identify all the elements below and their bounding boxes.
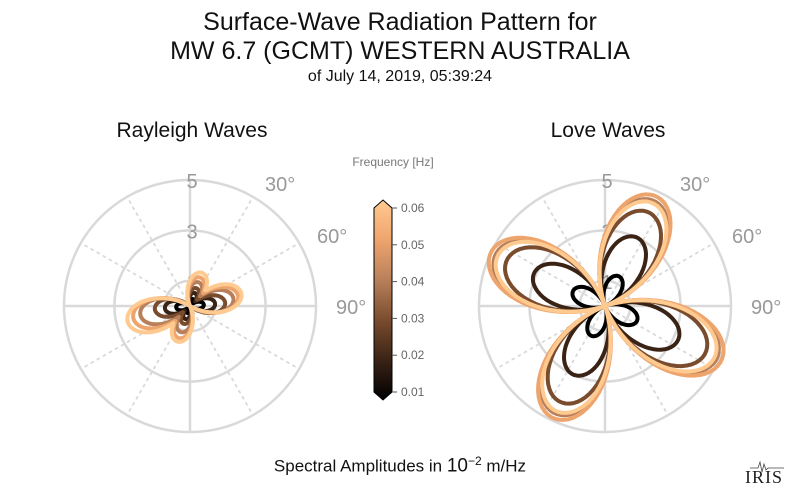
amplitude-units-caption: Spectral Amplitudes in 10−2 m/Hz bbox=[0, 454, 800, 478]
frequency-colorbar: Frequency [Hz] 0.06 0.05 0.04 0.03 0.02 0.01 bbox=[352, 155, 434, 401]
iris-logo-text: IRIS bbox=[745, 467, 784, 487]
angle-tick-label: 30° bbox=[265, 174, 295, 196]
angle-tick-label: 30° bbox=[680, 174, 710, 196]
love-panel-title: Love Waves bbox=[550, 119, 666, 142]
chart-subtitle: of July 14, 2019, 05:39:24 bbox=[307, 68, 493, 85]
polar-spoke-dotted bbox=[189, 305, 301, 370]
colorbar-tick-label: 0.03 bbox=[401, 311, 425, 325]
radial-tick-label: 3 bbox=[186, 221, 197, 243]
angle-tick-label: 90° bbox=[336, 297, 366, 319]
iris-logo: IRIS bbox=[744, 458, 790, 488]
colorbar-tick-label: 0.06 bbox=[401, 201, 425, 215]
caption-prefix: Spectral Amplitudes in bbox=[273, 456, 447, 476]
angle-tick-label: 60° bbox=[317, 226, 347, 248]
caption-suffix: m/Hz bbox=[481, 456, 527, 476]
polar-spoke-dotted bbox=[604, 195, 669, 307]
pattern-series-0.06 bbox=[493, 199, 719, 415]
rayleigh-panel-title: Rayleigh Waves bbox=[116, 119, 268, 142]
polar-spoke-dotted bbox=[189, 305, 254, 417]
colorbar-body bbox=[373, 199, 393, 401]
iris-logo-mark bbox=[750, 460, 784, 473]
colorbar-label: Frequency [Hz] bbox=[352, 155, 433, 169]
angle-tick-label: 60° bbox=[732, 226, 762, 248]
chart-title-line1: Surface-Wave Radiation Pattern for bbox=[203, 8, 597, 36]
angle-tick-label: 90° bbox=[751, 297, 781, 319]
colorbar-tick-label: 0.01 bbox=[401, 385, 425, 399]
polar-spoke-dotted bbox=[126, 195, 191, 307]
polar-spoke-dotted bbox=[604, 305, 716, 370]
colorbar-tick-label: 0.02 bbox=[401, 348, 425, 362]
polar-spoke-dotted bbox=[126, 305, 191, 417]
pattern-series-0.06 bbox=[125, 270, 244, 344]
chart-title-line2: MW 6.7 (GCMT) WESTERN AUSTRALIA bbox=[170, 37, 630, 65]
love-polar-plot: 135 30°60°90° bbox=[477, 171, 781, 434]
caption-exponent: −2 bbox=[467, 454, 482, 468]
colorbar-tick-label: 0.05 bbox=[401, 238, 425, 252]
polar-spoke-dotted bbox=[79, 242, 191, 307]
colorbar-tick-label: 0.04 bbox=[401, 275, 425, 289]
radial-tick-label: 5 bbox=[601, 171, 612, 193]
radial-tick-label: 5 bbox=[186, 171, 197, 193]
title-block: Surface-Wave Radiation Pattern for MW 6.… bbox=[0, 8, 800, 88]
caption-base: 10 bbox=[446, 455, 468, 477]
rayleigh-polar-plot: 135 30°60°90° bbox=[62, 171, 366, 434]
